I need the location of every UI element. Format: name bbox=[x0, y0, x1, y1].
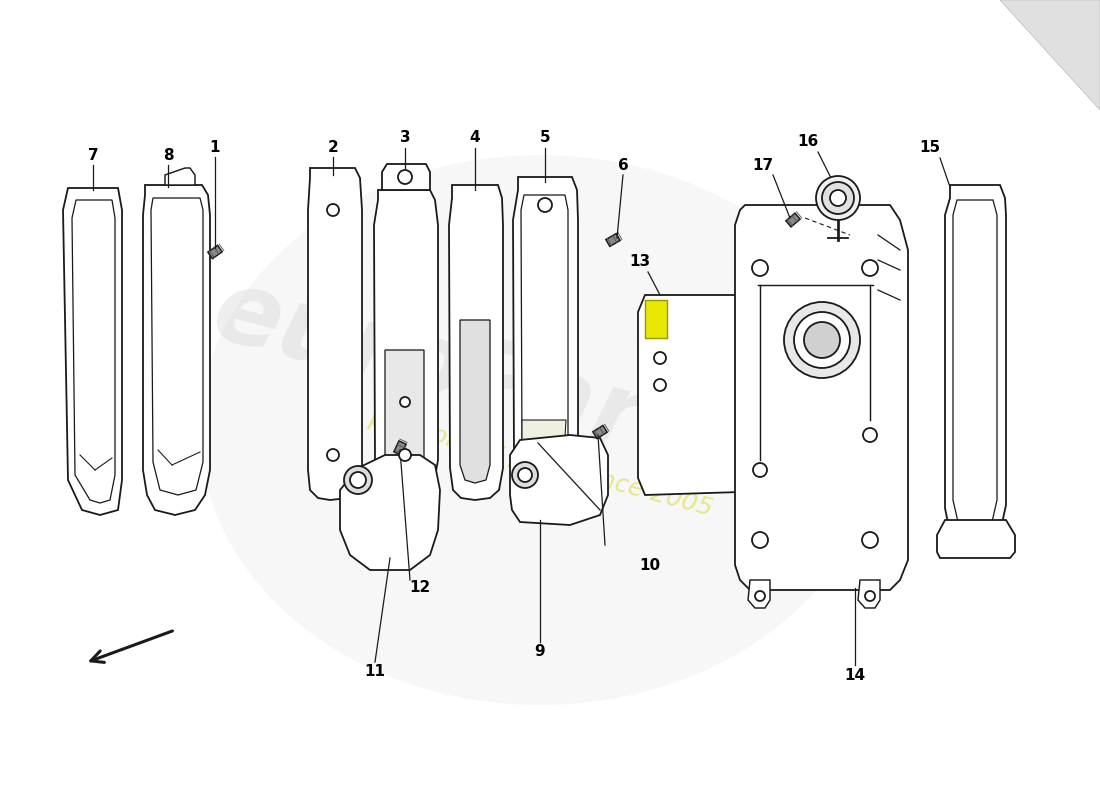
Circle shape bbox=[754, 463, 767, 477]
Text: 6: 6 bbox=[617, 158, 628, 173]
Text: 12: 12 bbox=[409, 581, 430, 595]
Circle shape bbox=[344, 466, 372, 494]
Polygon shape bbox=[785, 213, 800, 227]
Polygon shape bbox=[143, 185, 210, 515]
Polygon shape bbox=[340, 455, 440, 570]
Polygon shape bbox=[945, 185, 1006, 547]
Polygon shape bbox=[522, 420, 566, 474]
Polygon shape bbox=[63, 188, 122, 515]
Polygon shape bbox=[735, 205, 908, 590]
Circle shape bbox=[398, 170, 412, 184]
Text: 17: 17 bbox=[752, 158, 773, 173]
Polygon shape bbox=[460, 320, 490, 483]
Circle shape bbox=[865, 591, 874, 601]
Text: 8: 8 bbox=[163, 147, 174, 162]
Circle shape bbox=[512, 462, 538, 488]
Polygon shape bbox=[606, 234, 620, 246]
Circle shape bbox=[862, 532, 878, 548]
Circle shape bbox=[804, 322, 840, 358]
Polygon shape bbox=[374, 190, 438, 502]
Polygon shape bbox=[308, 168, 362, 500]
Circle shape bbox=[654, 379, 666, 391]
Text: 10: 10 bbox=[639, 558, 661, 573]
Text: 13: 13 bbox=[629, 254, 650, 270]
Circle shape bbox=[752, 532, 768, 548]
Text: a passion for parts since 2005: a passion for parts since 2005 bbox=[344, 399, 715, 521]
Circle shape bbox=[327, 204, 339, 216]
Polygon shape bbox=[208, 246, 222, 258]
Polygon shape bbox=[510, 435, 608, 525]
Circle shape bbox=[399, 449, 411, 461]
Circle shape bbox=[862, 260, 878, 276]
Polygon shape bbox=[1000, 0, 1100, 110]
Circle shape bbox=[784, 302, 860, 378]
Text: 16: 16 bbox=[798, 134, 818, 150]
Text: 14: 14 bbox=[845, 667, 866, 682]
Polygon shape bbox=[858, 580, 880, 608]
Polygon shape bbox=[593, 426, 607, 438]
Circle shape bbox=[822, 182, 854, 214]
Ellipse shape bbox=[200, 155, 880, 705]
Circle shape bbox=[327, 449, 339, 461]
Bar bbox=[645, 300, 667, 338]
Circle shape bbox=[400, 397, 410, 407]
Circle shape bbox=[816, 176, 860, 220]
Text: 4: 4 bbox=[470, 130, 481, 146]
Text: 5: 5 bbox=[540, 130, 550, 146]
Circle shape bbox=[538, 198, 552, 212]
Circle shape bbox=[864, 428, 877, 442]
Circle shape bbox=[752, 260, 768, 276]
Polygon shape bbox=[748, 580, 770, 608]
Circle shape bbox=[755, 591, 764, 601]
Polygon shape bbox=[449, 185, 503, 500]
Circle shape bbox=[830, 190, 846, 206]
Text: 11: 11 bbox=[364, 665, 385, 679]
Circle shape bbox=[654, 352, 666, 364]
Polygon shape bbox=[513, 177, 578, 502]
Polygon shape bbox=[382, 164, 430, 190]
Text: 15: 15 bbox=[920, 141, 940, 155]
Text: 2: 2 bbox=[328, 141, 339, 155]
Circle shape bbox=[350, 472, 366, 488]
Polygon shape bbox=[937, 520, 1015, 558]
Circle shape bbox=[794, 312, 850, 368]
Text: 3: 3 bbox=[399, 130, 410, 146]
Polygon shape bbox=[638, 295, 745, 495]
Text: 1: 1 bbox=[210, 141, 220, 155]
Polygon shape bbox=[385, 350, 424, 482]
Text: 7: 7 bbox=[88, 147, 98, 162]
Text: euroParts: euroParts bbox=[202, 262, 757, 498]
Text: 9: 9 bbox=[535, 645, 546, 659]
Polygon shape bbox=[165, 168, 195, 185]
Polygon shape bbox=[394, 441, 406, 455]
Circle shape bbox=[518, 468, 532, 482]
